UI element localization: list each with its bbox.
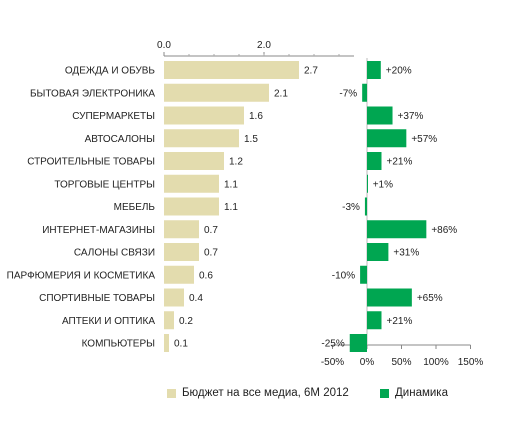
category-label: САЛОНЫ СВЯЗИ — [74, 248, 155, 259]
budget-bar — [164, 61, 299, 79]
budget-value-label: 0.7 — [204, 225, 218, 236]
budget-value-label: 0.4 — [189, 293, 203, 304]
category-label: ПАРФЮМЕРИЯ И КОСМЕТИКА — [7, 270, 156, 281]
budget-bar — [164, 311, 174, 330]
dynamics-bar — [367, 174, 368, 193]
budget-bar — [164, 288, 184, 307]
dynamics-value-label: +21% — [386, 157, 412, 168]
budget-axis-tick-label: 2.0 — [257, 40, 271, 51]
dynamics-bar — [364, 197, 367, 216]
dynamics-value-label: +21% — [386, 316, 412, 327]
budget-axis-tick-label: 0.0 — [157, 40, 171, 51]
budget-value-label: 0.1 — [174, 339, 188, 350]
budget-bar — [164, 83, 269, 102]
budget-value-label: 0.7 — [204, 248, 218, 259]
dynamics-bar — [349, 334, 367, 352]
budget-value-label: 1.2 — [229, 157, 243, 168]
dynamics-bar — [367, 61, 381, 79]
dynamics-bar — [367, 288, 412, 307]
category-label: СТРОИТЕЛЬНЫЕ ТОВАРЫ — [27, 157, 155, 168]
dynamics-value-label: +86% — [431, 225, 457, 236]
dynamics-axis-tick-label: 0% — [360, 357, 375, 368]
budget-value-label: 0.6 — [199, 270, 213, 281]
category-label: ОДЕЖДА И ОБУВЬ — [65, 66, 156, 77]
budget-value-label: 2.1 — [274, 88, 288, 99]
dynamics-bar — [367, 129, 407, 148]
dynamics-value-label: +20% — [386, 66, 412, 77]
category-label: АПТЕКИ И ОПТИКА — [62, 316, 155, 327]
dynamics-bar — [367, 243, 389, 261]
dynamics-value-label: -10% — [332, 270, 355, 281]
chart-legend: Бюджет на все медиа, 6М 2012 Динамика — [0, 387, 509, 403]
dynamics-axis-tick-label: -50% — [321, 357, 344, 368]
legend-label-dynamics: Динамика — [395, 387, 448, 399]
dynamics-axis-tick-label: 150% — [458, 357, 484, 368]
legend-swatch-budget — [167, 388, 176, 398]
category-label: АВТОСАЛОНЫ — [85, 134, 156, 145]
budget-bar — [164, 129, 239, 148]
budget-value-label: 1.1 — [224, 202, 238, 213]
dynamics-value-label: -7% — [339, 88, 357, 99]
budget-bar — [164, 152, 224, 170]
budget-bar — [164, 220, 199, 239]
budget-bar — [164, 334, 169, 352]
budget-value-label: 0.2 — [179, 316, 193, 327]
dynamics-bar — [367, 311, 382, 330]
budget-value-label: 1.5 — [244, 134, 258, 145]
dynamics-value-label: +37% — [398, 111, 424, 122]
category-label: СУПЕРМАРКЕТЫ — [72, 111, 155, 122]
category-label: МЕБЕЛЬ — [114, 202, 156, 213]
dynamics-axis-tick-label: 100% — [423, 357, 449, 368]
budget-value-label: 1.6 — [249, 111, 263, 122]
dynamics-bar — [360, 265, 367, 284]
dynamics-bar — [362, 83, 367, 102]
budget-value-label: 2.7 — [304, 66, 318, 77]
dynamics-value-label: +57% — [411, 134, 437, 145]
budget-value-label: 1.1 — [224, 179, 238, 190]
budget-bar — [164, 106, 244, 125]
dynamics-bar — [367, 152, 382, 170]
budget-bar — [164, 197, 219, 216]
dynamics-value-label: -25% — [321, 339, 344, 350]
budget-bar — [164, 265, 194, 284]
category-label: ИНТЕРНЕТ-МАГАЗИНЫ — [42, 225, 155, 236]
budget-bar — [164, 174, 219, 193]
dynamics-value-label: +1% — [373, 179, 393, 190]
dynamics-value-label: -3% — [342, 202, 360, 213]
category-label: КОМПЬЮТЕРЫ — [82, 339, 156, 350]
category-label: БЫТОВАЯ ЭЛЕКТРОНИКА — [30, 88, 155, 99]
dynamics-bar — [367, 106, 393, 125]
dynamics-value-label: +31% — [393, 248, 419, 259]
category-label: СПОРТИВНЫЕ ТОВАРЫ — [39, 293, 155, 304]
legend-swatch-dynamics — [380, 388, 389, 398]
legend-item-dynamics: Динамика — [380, 387, 448, 399]
category-label: ТОРГОВЫЕ ЦЕНТРЫ — [54, 179, 155, 190]
budget-bar — [164, 243, 199, 261]
legend-item-budget: Бюджет на все медиа, 6М 2012 — [167, 387, 349, 399]
legend-label-budget: Бюджет на все медиа, 6М 2012 — [182, 387, 349, 399]
dynamics-value-label: +65% — [417, 293, 443, 304]
dynamics-bar — [367, 220, 427, 239]
dynamics-axis-tick-label: 50% — [391, 357, 411, 368]
